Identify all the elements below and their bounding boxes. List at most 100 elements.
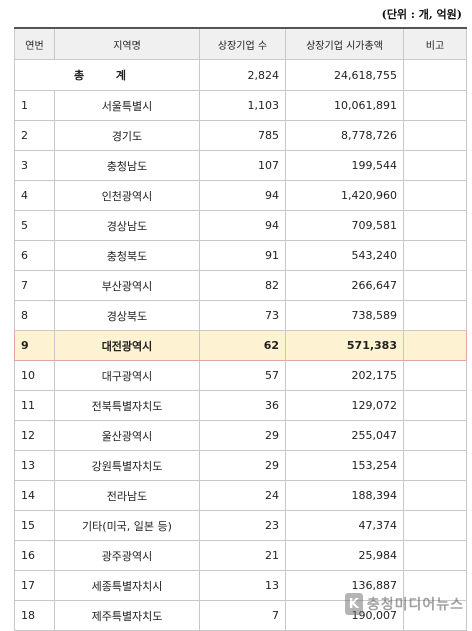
row-company-count: 94 xyxy=(199,210,286,241)
table-row: 15 기타(미국, 일본 등) 23 47,374 xyxy=(14,510,467,541)
row-note xyxy=(403,420,467,451)
row-region: 전북특별자치도 xyxy=(54,390,200,421)
row-market-cap: 129,072 xyxy=(285,390,404,421)
row-region: 충청북도 xyxy=(54,240,200,271)
row-market-cap: 199,544 xyxy=(285,150,404,181)
row-company-count: 73 xyxy=(199,300,286,331)
row-number: 14 xyxy=(14,480,55,511)
row-market-cap: 571,383 xyxy=(285,330,404,361)
row-number: 3 xyxy=(14,150,55,181)
header-count: 상장기업 수 xyxy=(199,27,286,60)
row-company-count: 94 xyxy=(199,180,286,211)
header-no: 연번 xyxy=(14,27,55,60)
row-note xyxy=(403,330,467,361)
table-row: 14 전라남도 24 188,394 xyxy=(14,480,467,511)
row-company-count: 91 xyxy=(199,240,286,271)
total-note xyxy=(403,59,467,91)
row-market-cap: 47,374 xyxy=(285,510,404,541)
row-number: 8 xyxy=(14,300,55,331)
row-region: 전라남도 xyxy=(54,480,200,511)
row-number: 13 xyxy=(14,450,55,481)
header-row: 연번 지역명 상장기업 수 상장기업 시가총액 비고 xyxy=(14,27,467,60)
table-row: 1 서울특별시 1,103 10,061,891 xyxy=(14,90,467,121)
row-company-count: 107 xyxy=(199,150,286,181)
table-row: 8 경상북도 73 738,589 xyxy=(14,300,467,331)
row-region: 충청남도 xyxy=(54,150,200,181)
header-note: 비고 xyxy=(403,27,467,60)
row-market-cap: 8,778,726 xyxy=(285,120,404,151)
row-note xyxy=(403,240,467,271)
total-row: 총 계 2,824 24,618,755 xyxy=(14,59,467,91)
row-company-count: 785 xyxy=(199,120,286,151)
table-row: 12 울산광역시 29 255,047 xyxy=(14,420,467,451)
row-market-cap: 202,175 xyxy=(285,360,404,391)
table-row: 2 경기도 785 8,778,726 xyxy=(14,120,467,151)
row-number: 12 xyxy=(14,420,55,451)
table-row: 5 경상남도 94 709,581 xyxy=(14,210,467,241)
row-note xyxy=(403,360,467,391)
row-number: 18 xyxy=(14,600,55,631)
row-region: 서울특별시 xyxy=(54,90,200,121)
row-note xyxy=(403,90,467,121)
row-note xyxy=(403,180,467,211)
row-region: 세종특별자치시 xyxy=(54,570,200,601)
row-note xyxy=(403,120,467,151)
row-number: 7 xyxy=(14,270,55,301)
table-row: 9 대전광역시 62 571,383 xyxy=(14,330,467,361)
total-market-cap: 24,618,755 xyxy=(285,59,404,91)
total-count: 2,824 xyxy=(199,59,286,91)
listed-companies-table: 연번 지역명 상장기업 수 상장기업 시가총액 비고 총 계 2,824 24,… xyxy=(14,27,467,631)
row-market-cap: 709,581 xyxy=(285,210,404,241)
row-company-count: 57 xyxy=(199,360,286,391)
row-region: 강원특별자치도 xyxy=(54,450,200,481)
row-note xyxy=(403,540,467,571)
row-number: 11 xyxy=(14,390,55,421)
row-region: 광주광역시 xyxy=(54,540,200,571)
row-number: 17 xyxy=(14,570,55,601)
row-note xyxy=(403,300,467,331)
row-note xyxy=(403,210,467,241)
table-row: 13 강원특별자치도 29 153,254 xyxy=(14,450,467,481)
row-market-cap: 25,984 xyxy=(285,540,404,571)
table-row: 11 전북특별자치도 36 129,072 xyxy=(14,390,467,421)
row-market-cap: 266,647 xyxy=(285,270,404,301)
table-row: 4 인천광역시 94 1,420,960 xyxy=(14,180,467,211)
row-market-cap: 153,254 xyxy=(285,450,404,481)
row-region: 기타(미국, 일본 등) xyxy=(54,510,200,541)
table-row: 16 광주광역시 21 25,984 xyxy=(14,540,467,571)
row-note xyxy=(403,150,467,181)
header-market-cap: 상장기업 시가총액 xyxy=(285,27,404,60)
table-row: 7 부산광역시 82 266,647 xyxy=(14,270,467,301)
row-region: 경기도 xyxy=(54,120,200,151)
table-row: 3 충청남도 107 199,544 xyxy=(14,150,467,181)
row-number: 9 xyxy=(14,330,55,361)
row-region: 울산광역시 xyxy=(54,420,200,451)
row-region: 대전광역시 xyxy=(54,330,200,361)
row-note xyxy=(403,270,467,301)
table-row: 6 충청북도 91 543,240 xyxy=(14,240,467,271)
table-row: 10 대구광역시 57 202,175 xyxy=(14,360,467,391)
row-note xyxy=(403,480,467,511)
row-company-count: 23 xyxy=(199,510,286,541)
row-company-count: 7 xyxy=(199,600,286,631)
row-company-count: 29 xyxy=(199,450,286,481)
row-market-cap: 738,589 xyxy=(285,300,404,331)
row-region: 경상북도 xyxy=(54,300,200,331)
row-note xyxy=(403,390,467,421)
table-row: 17 세종특별자치시 13 136,887 xyxy=(14,570,467,601)
row-number: 16 xyxy=(14,540,55,571)
row-number: 10 xyxy=(14,360,55,391)
unit-note: (단위 : 개, 억원) xyxy=(381,8,462,21)
row-number: 4 xyxy=(14,180,55,211)
total-label: 총 계 xyxy=(14,59,200,91)
row-company-count: 29 xyxy=(199,420,286,451)
row-market-cap: 136,887 xyxy=(285,570,404,601)
row-note xyxy=(403,450,467,481)
watermark: K 충청미디어뉴스 xyxy=(344,593,464,615)
row-region: 부산광역시 xyxy=(54,270,200,301)
row-market-cap: 1,420,960 xyxy=(285,180,404,211)
row-number: 1 xyxy=(14,90,55,121)
row-market-cap: 10,061,891 xyxy=(285,90,404,121)
row-company-count: 21 xyxy=(199,540,286,571)
row-market-cap: 543,240 xyxy=(285,240,404,271)
